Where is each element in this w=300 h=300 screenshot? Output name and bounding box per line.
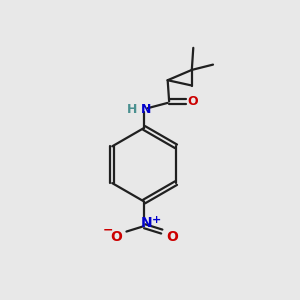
Text: H: H bbox=[127, 103, 137, 116]
Text: O: O bbox=[166, 230, 178, 244]
Text: N: N bbox=[141, 216, 152, 230]
Text: O: O bbox=[110, 230, 122, 244]
Text: N: N bbox=[141, 103, 152, 116]
Text: −: − bbox=[102, 223, 113, 236]
Text: O: O bbox=[188, 95, 198, 108]
Text: +: + bbox=[152, 215, 161, 225]
